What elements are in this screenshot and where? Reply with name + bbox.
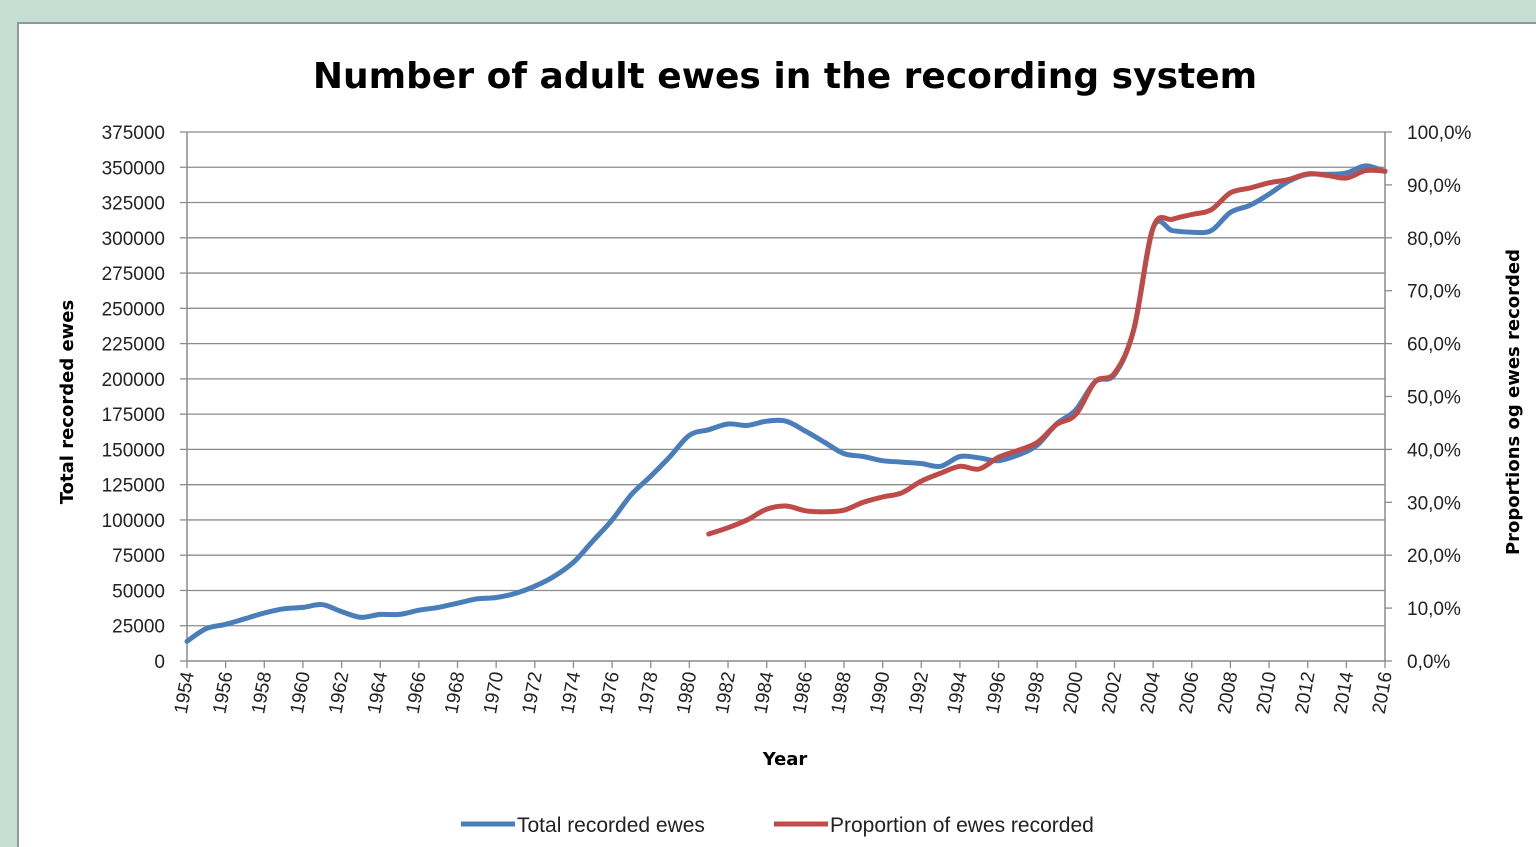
x-tick-label: 2014 bbox=[1330, 670, 1358, 716]
y-tick-label: 175000 bbox=[102, 405, 165, 426]
x-tick-label: 1980 bbox=[673, 670, 701, 715]
x-tick-label: 1954 bbox=[171, 670, 199, 716]
x-tick-label: 1978 bbox=[635, 670, 663, 715]
x-tick-label: 1974 bbox=[557, 670, 585, 716]
y-tick-label: 100000 bbox=[102, 511, 165, 532]
y-tick-label: 325000 bbox=[102, 194, 165, 215]
x-tick-label: 1976 bbox=[596, 670, 624, 715]
x-tick-label: 2010 bbox=[1253, 670, 1281, 715]
y-tick-label: 25000 bbox=[112, 617, 165, 638]
x-tick-label: 1984 bbox=[751, 670, 779, 716]
y-tick-label: 200000 bbox=[102, 370, 165, 391]
x-tick-label: 1968 bbox=[441, 670, 469, 715]
y2-tick-label: 30,0% bbox=[1407, 493, 1461, 514]
x-tick-label: 1958 bbox=[248, 670, 276, 715]
series-line-1 bbox=[184, 163, 1388, 644]
line-chart: Number of adult ewes in the recording sy… bbox=[57, 56, 1524, 837]
y-axis-title: Total recorded ewes bbox=[57, 300, 78, 504]
y2-tick-label: 60,0% bbox=[1407, 335, 1461, 356]
x-tick-label: 2000 bbox=[1060, 670, 1088, 715]
x-tick-label: 2016 bbox=[1369, 670, 1397, 715]
x-tick-label: 2002 bbox=[1098, 670, 1126, 715]
y-tick-label: 350000 bbox=[102, 158, 165, 179]
y2-tick-label: 80,0% bbox=[1407, 229, 1461, 250]
x-tick-label: 1986 bbox=[789, 670, 817, 715]
x-tick-label: 1996 bbox=[982, 670, 1010, 715]
y2-tick-label: 20,0% bbox=[1407, 546, 1461, 567]
series-lines bbox=[184, 163, 1388, 644]
y-tick-label: 50000 bbox=[112, 581, 165, 602]
legend-label-1: Total recorded ewes bbox=[517, 814, 705, 837]
x-tick-label: 1970 bbox=[480, 670, 508, 715]
y2-tick-label: 40,0% bbox=[1407, 440, 1461, 461]
chart-panel: Number of adult ewes in the recording sy… bbox=[17, 22, 1536, 847]
y2-tick-label: 10,0% bbox=[1407, 599, 1461, 620]
y2-tick-label: 50,0% bbox=[1407, 388, 1461, 409]
y2-axis-title: Proportions og ewes recorded bbox=[1503, 249, 1524, 555]
y-tick-label: 75000 bbox=[112, 546, 165, 567]
y-tick-label: 225000 bbox=[102, 335, 165, 356]
gridlines bbox=[187, 131, 1385, 627]
x-tick-label: 1992 bbox=[905, 670, 933, 715]
y2-tick-label: 0,0% bbox=[1407, 652, 1450, 673]
x-tick-label: 1988 bbox=[828, 670, 856, 715]
x-tick-label: 1956 bbox=[210, 670, 238, 715]
chart-title: Number of adult ewes in the recording sy… bbox=[313, 56, 1257, 97]
y-tick-label: 150000 bbox=[102, 440, 165, 461]
x-tick-label: 1972 bbox=[519, 670, 547, 715]
x-tick-label: 1990 bbox=[867, 670, 895, 715]
series-line-2 bbox=[706, 167, 1388, 537]
x-tick-label: 1960 bbox=[287, 670, 315, 715]
legend-label-2: Proportion of ewes recorded bbox=[830, 814, 1094, 837]
y-tick-label: 250000 bbox=[102, 299, 165, 320]
legend: Total recorded ewes Proportion of ewes re… bbox=[461, 814, 1094, 837]
y-tick-label: 125000 bbox=[102, 476, 165, 497]
x-tick-label: 1966 bbox=[403, 670, 431, 715]
y2-tick-label: 70,0% bbox=[1407, 282, 1461, 303]
x-tick-label: 1964 bbox=[364, 670, 392, 716]
y-tick-label: 300000 bbox=[102, 229, 165, 250]
x-tick-label: 1994 bbox=[944, 670, 972, 716]
y-tick-label: 0 bbox=[154, 652, 165, 673]
x-tick-label: 1982 bbox=[712, 670, 740, 715]
x-tick-label: 2012 bbox=[1292, 670, 1320, 715]
y-tick-label: 275000 bbox=[102, 264, 165, 285]
x-tick-label: 2004 bbox=[1137, 670, 1165, 716]
y2-tick-label: 100,0% bbox=[1407, 123, 1472, 144]
x-axis-title: Year bbox=[762, 749, 808, 770]
x-tick-label: 2008 bbox=[1214, 670, 1242, 715]
x-tick-label: 2006 bbox=[1176, 670, 1204, 715]
y-tick-label: 375000 bbox=[102, 123, 165, 144]
y2-tick-label: 90,0% bbox=[1407, 176, 1461, 197]
x-tick-label: 1998 bbox=[1021, 670, 1049, 715]
x-tick-label: 1962 bbox=[325, 670, 353, 715]
